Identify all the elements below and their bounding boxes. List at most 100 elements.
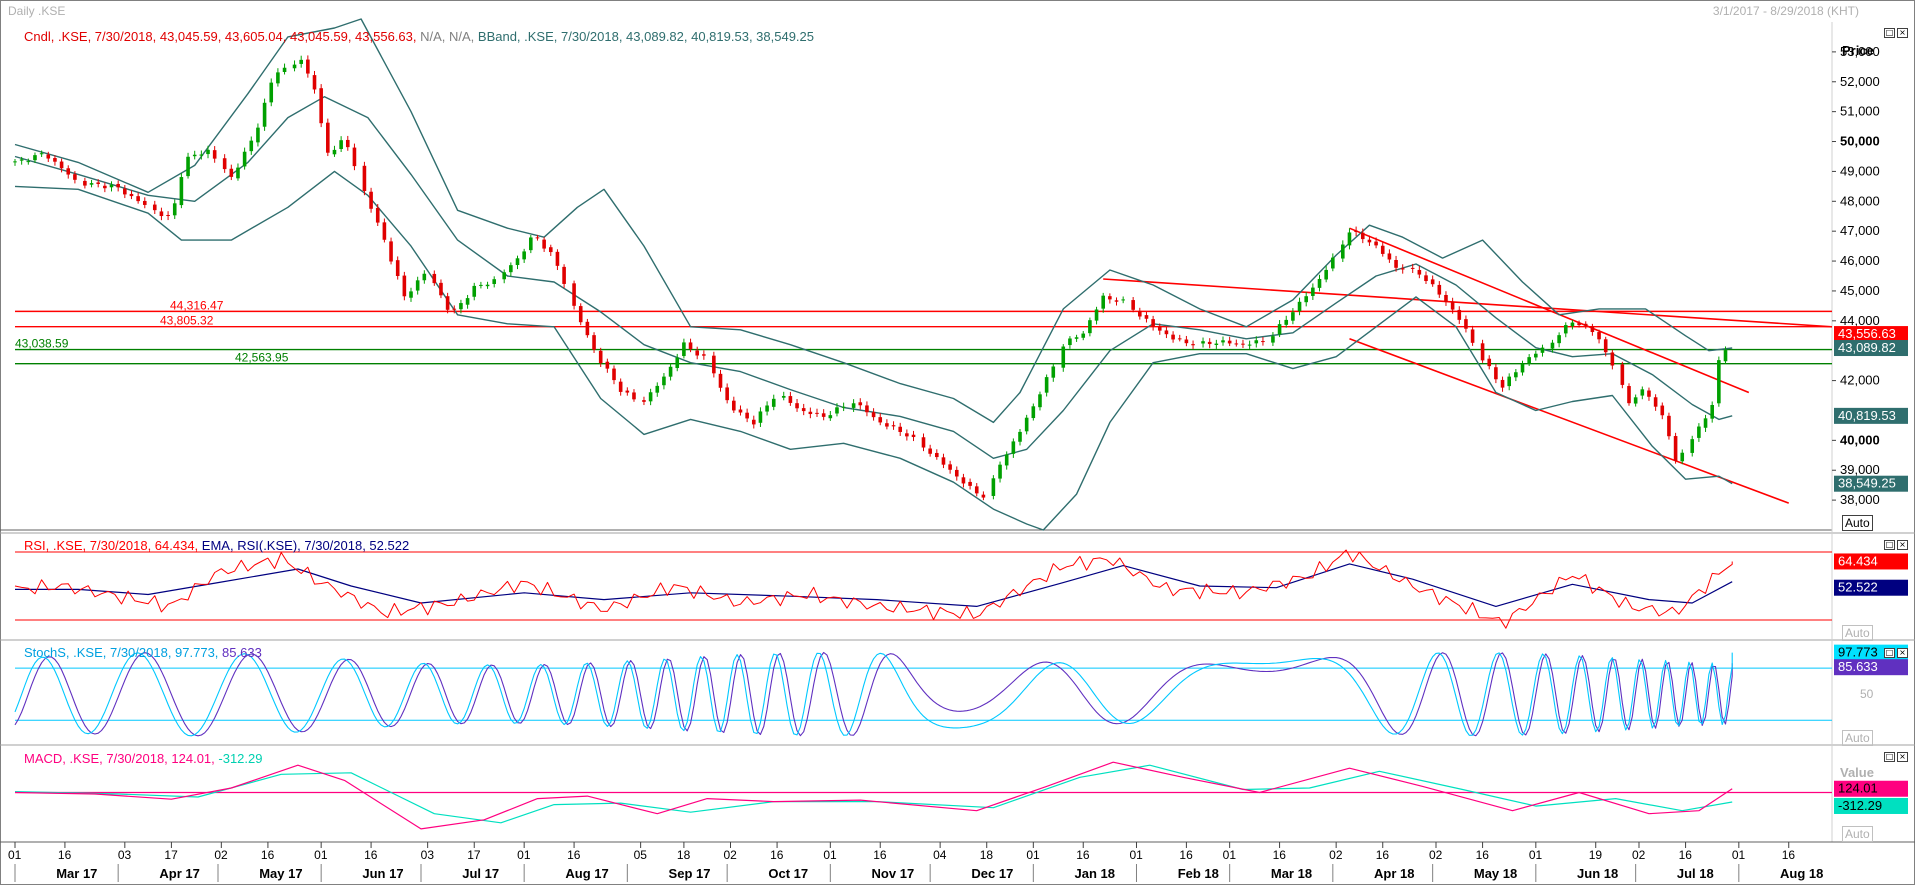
candle-up <box>502 272 506 280</box>
candle-up <box>256 127 260 143</box>
pane-restore-button[interactable]: □ <box>1884 28 1895 38</box>
candle-up <box>242 151 247 167</box>
candle-down <box>871 412 876 418</box>
candle-up <box>1347 232 1352 246</box>
candle-down <box>935 452 939 458</box>
candle-down <box>1151 319 1155 327</box>
candle-down <box>1157 326 1162 331</box>
candle-up <box>1341 244 1345 259</box>
macd-value-box: 124.01 <box>1834 780 1908 797</box>
pane-close-button[interactable]: × <box>1897 752 1908 762</box>
candle-down <box>1487 358 1492 367</box>
pane-close-button[interactable]: × <box>1897 540 1908 550</box>
date-tick-label: 16 <box>58 848 72 862</box>
candle-down <box>1394 259 1398 268</box>
candle-down <box>1171 334 1175 340</box>
date-tick-label: 01 <box>1529 848 1543 862</box>
candle-down <box>891 425 896 427</box>
pane-restore-button[interactable]: □ <box>1884 648 1895 658</box>
candle-down <box>801 408 806 412</box>
candle-down <box>1437 284 1442 295</box>
candle-down <box>1417 269 1422 275</box>
date-tick-label: 01 <box>314 848 328 862</box>
bband-middle-line <box>14 95 1733 459</box>
candle-down <box>605 361 610 369</box>
pane-restore-button[interactable]: □ <box>1884 752 1895 762</box>
axis-value-label: -312.29 <box>1838 798 1882 813</box>
candle-down <box>59 161 64 169</box>
date-tick-label: 02 <box>1429 848 1443 862</box>
candle-up <box>199 154 204 156</box>
candle-up <box>1304 296 1309 303</box>
pane-close-button[interactable]: × <box>1897 28 1908 38</box>
candle-down <box>1597 332 1601 340</box>
pane-close-button[interactable]: × <box>1897 648 1908 658</box>
candle-up <box>1271 336 1275 343</box>
candle-down <box>1470 329 1475 343</box>
candle-up <box>781 395 786 398</box>
candle-up <box>269 82 274 103</box>
candle-down <box>898 426 903 432</box>
candle-down <box>1108 296 1112 300</box>
candle-up <box>1024 417 1029 432</box>
month-label: Nov 17 <box>872 866 915 881</box>
trend-line <box>1349 338 1790 504</box>
candle-down <box>941 457 946 465</box>
pane-restore-button[interactable]: □ <box>1884 540 1895 550</box>
candle-down <box>1207 341 1212 345</box>
candle-down <box>1444 295 1448 303</box>
candle-up <box>1214 343 1219 345</box>
candle-up <box>1717 360 1721 404</box>
candle-up <box>1038 394 1042 408</box>
axis-value-box <box>1834 659 1908 676</box>
month-label: Sep 17 <box>669 866 711 881</box>
candle-down <box>1184 339 1189 344</box>
candle-down <box>548 247 553 253</box>
candle-up <box>1297 301 1302 312</box>
candle-down <box>542 239 546 249</box>
candle-down <box>535 237 540 239</box>
level-label: 42,563.95 <box>235 351 289 365</box>
indicator-auto-scale-button[interactable]: Auto <box>1842 826 1873 842</box>
candle-up <box>1094 309 1099 321</box>
candle-up <box>236 167 240 179</box>
candle-down <box>632 392 636 400</box>
candle-down <box>821 413 826 417</box>
month-label: May 17 <box>259 866 302 881</box>
candle-up <box>1703 418 1708 428</box>
candle-up <box>1201 341 1205 344</box>
candle-up <box>841 406 846 408</box>
candle-up <box>1633 397 1638 404</box>
indicator-auto-scale-button[interactable]: Auto <box>1842 625 1873 641</box>
window-title: Daily .KSE <box>8 4 66 18</box>
candle-down <box>928 448 932 454</box>
candle-down <box>858 402 863 406</box>
axis-value-label: 43,556.63 <box>1838 326 1896 341</box>
candle-down <box>865 405 869 413</box>
candle-down <box>1261 341 1265 343</box>
month-label: Aug 18 <box>1780 866 1823 881</box>
candle-down <box>395 260 400 277</box>
candle-up <box>1540 347 1545 353</box>
candle-down <box>911 434 916 438</box>
candle-down <box>1450 301 1455 310</box>
candle-down <box>1500 379 1505 388</box>
indicator-auto-scale-button[interactable]: Auto <box>1842 730 1873 746</box>
candle-up <box>292 64 297 69</box>
axis-value-box <box>1834 340 1908 357</box>
candle-down <box>306 59 310 74</box>
candle-down <box>968 481 972 486</box>
candle-down <box>432 273 437 284</box>
candle-up <box>1284 319 1289 325</box>
candle-down <box>585 321 590 336</box>
candle-up <box>1680 452 1685 462</box>
stoch-value-box: 85.633 <box>1834 659 1908 676</box>
date-tick-label: 17 <box>164 848 178 862</box>
date-tick-label: 16 <box>567 848 581 862</box>
auto-scale-button[interactable]: Auto <box>1842 515 1873 531</box>
candle-up <box>1011 441 1016 454</box>
candle-down <box>1610 352 1615 366</box>
candle-up <box>1640 389 1645 396</box>
